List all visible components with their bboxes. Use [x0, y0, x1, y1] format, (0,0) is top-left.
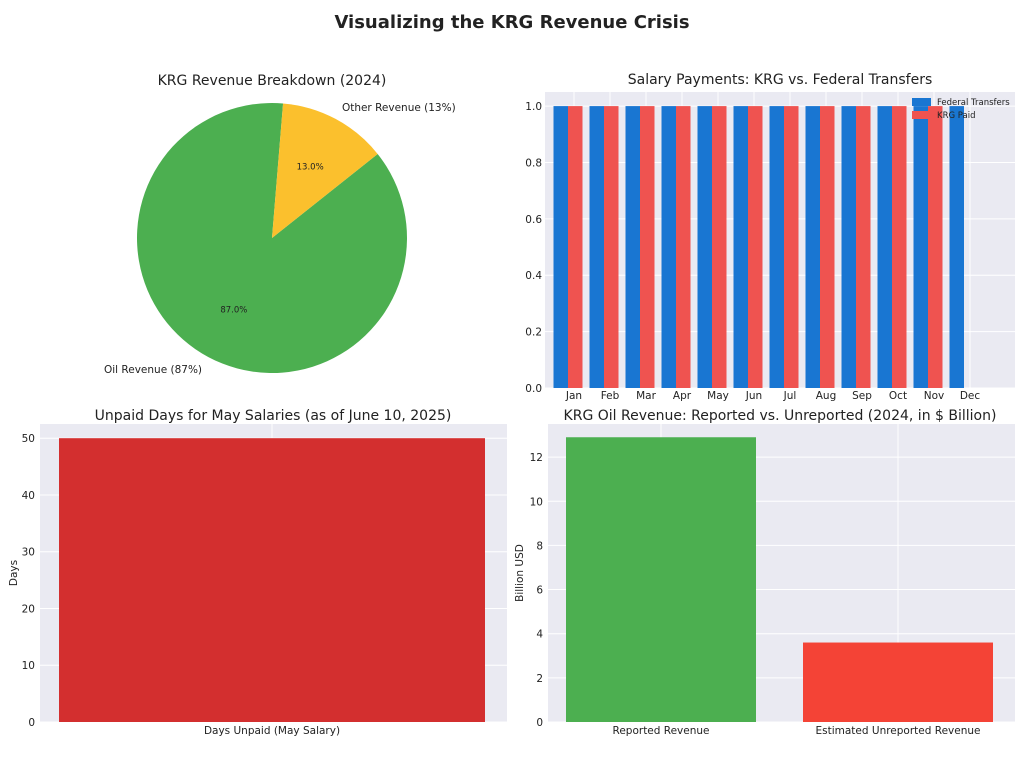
oil-y-tick: 4: [536, 629, 543, 641]
salary-x-tick: Jul: [783, 390, 797, 402]
salary-y-tick: 0.0: [525, 383, 542, 395]
oil-y-tick: 10: [530, 496, 543, 508]
salary-legend-label: KRG Paid: [937, 111, 975, 121]
salary-bar-krg: [820, 106, 835, 388]
oil-y-tick: 12: [530, 452, 543, 464]
salary-bar-krg: [928, 106, 943, 388]
salary-bar-federal: [841, 106, 856, 388]
unpaid-y-axis-label: Days: [8, 560, 20, 586]
figure-title: Visualizing the KRG Revenue Crisis: [334, 12, 689, 33]
salary-bar-krg: [892, 106, 907, 388]
salary-bar-federal: [769, 106, 784, 388]
salary-bar-krg: [856, 106, 871, 388]
salary-bar-krg: [676, 106, 691, 388]
salary-bar-krg: [640, 106, 655, 388]
pie-chart-revenue-breakdown: KRG Revenue Breakdown (2024) 87.0% Oil Re…: [104, 73, 456, 376]
salary-chart-title: Salary Payments: KRG vs. Federal Transfe…: [628, 72, 933, 88]
salary-x-tick: Apr: [673, 390, 692, 402]
unpaid-y-tick: 0: [28, 717, 35, 729]
pie-pct-label: 87.0%: [220, 305, 247, 315]
unpaid-y-tick: 20: [22, 603, 35, 615]
salary-y-tick: 0.8: [525, 157, 542, 169]
salary-x-tick: Sep: [852, 390, 872, 402]
salary-bar-federal: [661, 106, 676, 388]
salary-bar-krg: [784, 106, 799, 388]
salary-x-tick: May: [707, 390, 729, 402]
unpaid-x-tick: Days Unpaid (May Salary): [204, 725, 340, 737]
salary-bar-krg: [604, 106, 619, 388]
unpaid-y-tick: 10: [22, 660, 35, 672]
oil-y-tick: 6: [536, 585, 543, 597]
salary-bar-krg: [712, 106, 727, 388]
salary-x-tick: Dec: [960, 390, 981, 402]
salary-bar-federal: [805, 106, 820, 388]
salary-x-tick: Mar: [636, 390, 656, 402]
oil-bar: [566, 437, 756, 722]
pie-slice-other: [272, 103, 378, 238]
salary-bar-krg: [748, 106, 763, 388]
salary-legend-swatch: [912, 111, 931, 119]
salary-bar-federal: [877, 106, 892, 388]
salary-x-tick: Jan: [565, 390, 582, 402]
salary-bar-federal: [913, 106, 928, 388]
salary-y-tick: 1.0: [525, 101, 542, 113]
salary-bar-federal: [697, 106, 712, 388]
oil-chart-title: KRG Oil Revenue: Reported vs. Unreported…: [564, 408, 997, 424]
pie-pct-label: 13.0%: [297, 163, 324, 173]
salary-y-tick: 0.2: [525, 327, 542, 339]
salary-bar-federal: [553, 106, 568, 388]
unpaid-bar: [59, 438, 485, 722]
salary-y-tick: 0.4: [525, 270, 542, 282]
oil-revenue-chart: KRG Oil Revenue: Reported vs. Unreported…: [514, 408, 1015, 737]
oil-y-tick: 0: [536, 717, 543, 729]
salary-bar-federal: [733, 106, 748, 388]
salary-legend-swatch: [912, 98, 931, 106]
salary-legend-label: Federal Transfers: [937, 98, 1010, 108]
salary-payments-chart: Salary Payments: KRG vs. Federal Transfe…: [525, 72, 1015, 402]
salary-bar-federal: [625, 106, 640, 388]
pie-slice-label: Oil Revenue (87%): [104, 364, 202, 376]
salary-x-tick: Feb: [601, 390, 620, 402]
salary-x-tick: Oct: [889, 390, 907, 402]
oil-y-tick: 2: [536, 673, 543, 685]
salary-x-tick: Aug: [816, 390, 837, 402]
salary-bar-federal: [949, 106, 964, 388]
salary-y-tick: 0.6: [525, 214, 542, 226]
unpaid-y-tick: 40: [22, 490, 35, 502]
pie-slice-label: Other Revenue (13%): [342, 102, 456, 114]
oil-bar: [803, 642, 993, 722]
oil-x-tick: Reported Revenue: [613, 725, 710, 737]
oil-y-axis-label: Billion USD: [514, 544, 526, 602]
pie-chart-title: KRG Revenue Breakdown (2024): [158, 73, 387, 89]
unpaid-y-tick: 30: [22, 547, 35, 559]
salary-x-tick: Nov: [924, 390, 945, 402]
salary-bar-krg: [568, 106, 583, 388]
salary-x-tick: Jun: [745, 390, 762, 402]
salary-bar-federal: [589, 106, 604, 388]
oil-y-tick: 8: [536, 540, 543, 552]
unpaid-chart-title: Unpaid Days for May Salaries (as of June…: [95, 408, 452, 424]
unpaid-days-chart: Unpaid Days for May Salaries (as of June…: [8, 408, 507, 737]
oil-x-tick: Estimated Unreported Revenue: [816, 725, 981, 737]
unpaid-y-tick: 50: [22, 433, 35, 445]
